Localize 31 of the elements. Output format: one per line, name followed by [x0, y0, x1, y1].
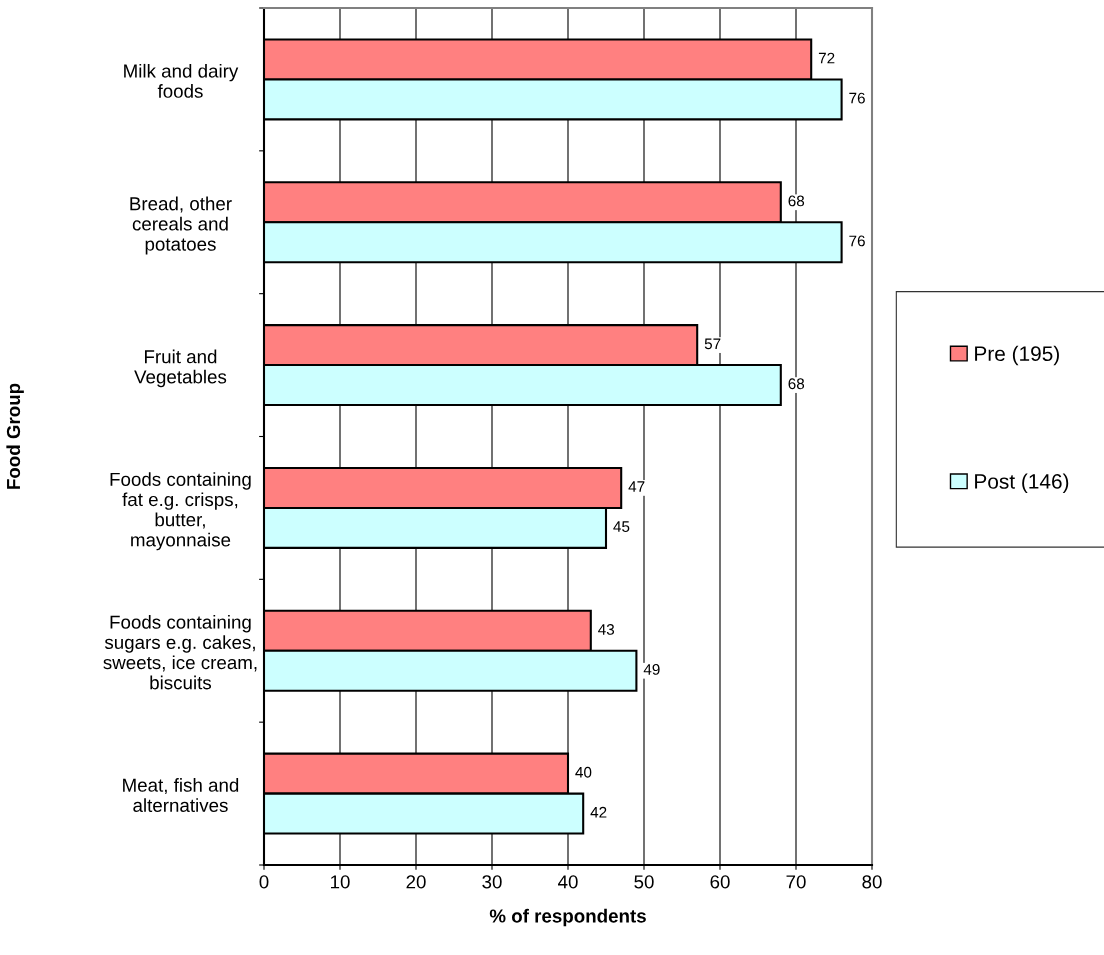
legend-label: Pre (195) — [975, 345, 1059, 366]
x-tick-label: 0 — [259, 875, 269, 889]
y-tick-label: Milk and dairy foods — [124, 63, 239, 98]
x-tick-label: 30 — [482, 875, 502, 889]
data-label: 76 — [849, 92, 865, 104]
data-label: 45 — [613, 521, 630, 533]
data-label: 68 — [788, 195, 805, 207]
data-label: 42 — [590, 806, 607, 818]
y-tick-label: Fruit and Vegetables — [134, 349, 227, 388]
x-axis-title: % of respondents — [489, 908, 646, 927]
x-tick-label: 20 — [406, 875, 426, 889]
y-tick-label: Bread, other cereals and potatoes — [130, 196, 232, 255]
data-label: 40 — [575, 766, 592, 778]
y-tick-label: Foods containing sugars e.g. cakes, sweets, ice cream, biscuits — [103, 615, 257, 690]
y-tick-label: Foods containing fat e.g. crisps, butter, mayonnaise — [110, 472, 251, 551]
data-label: 68 — [788, 378, 805, 390]
x-tick-label: 70 — [786, 875, 806, 889]
data-label: 47 — [628, 481, 645, 492]
data-label: 49 — [643, 664, 660, 675]
x-tick-label: 60 — [710, 875, 730, 889]
data-label: 57 — [704, 338, 721, 350]
x-tick-label: 80 — [862, 875, 882, 889]
data-label: 43 — [598, 624, 615, 635]
x-tick-label: 50 — [634, 875, 654, 889]
y-tick-label: Meat, fish and alternatives — [123, 778, 239, 813]
x-tick-label: 10 — [331, 875, 350, 889]
data-label: 72 — [818, 52, 835, 64]
x-tick-label: 40 — [558, 875, 578, 889]
legend-label: Post (146) — [975, 473, 1069, 493]
data-label: 76 — [849, 235, 865, 247]
y-axis-title: Food Group — [6, 383, 24, 489]
